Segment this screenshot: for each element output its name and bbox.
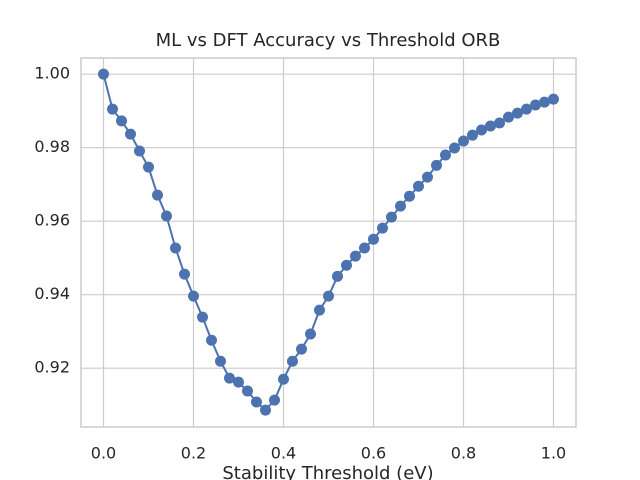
data-point [494, 117, 505, 129]
chart-title: ML vs DFT Accuracy vs Threshold ORB [156, 30, 501, 51]
data-point [341, 259, 352, 271]
x-tick-label: 0.4 [271, 444, 296, 463]
data-point [314, 304, 325, 316]
data-point [449, 142, 460, 154]
data-point [242, 385, 253, 397]
data-point [305, 328, 316, 340]
data-point [260, 404, 271, 416]
y-tick-label: 0.94 [34, 284, 70, 303]
data-point [422, 171, 433, 183]
data-point [215, 355, 226, 367]
data-point [539, 96, 550, 108]
data-point [161, 210, 172, 222]
data-point [323, 290, 334, 302]
data-point [413, 180, 424, 192]
data-point [485, 120, 496, 132]
data-point [431, 159, 442, 171]
data-point [368, 233, 379, 245]
x-tick-label: 1.0 [541, 444, 566, 463]
data-point [134, 145, 145, 157]
data-point [548, 93, 559, 105]
data-point [395, 200, 406, 212]
data-point [476, 124, 487, 136]
data-point [467, 129, 478, 141]
data-point [125, 128, 136, 140]
data-point [377, 222, 388, 234]
data-point [233, 376, 244, 388]
data-point [206, 334, 217, 346]
data-point [143, 161, 154, 173]
data-point [188, 290, 199, 302]
y-tick-label: 0.92 [34, 358, 70, 377]
data-point [278, 373, 289, 385]
data-point [386, 211, 397, 223]
data-point [404, 190, 415, 202]
y-tick-label: 0.96 [34, 211, 70, 230]
data-point [512, 107, 523, 119]
data-point [251, 396, 262, 408]
y-tick-label: 0.98 [34, 137, 70, 156]
x-tick-label: 0.2 [181, 444, 206, 463]
data-point [287, 355, 298, 367]
data-point [152, 189, 163, 201]
data-point [350, 250, 361, 262]
data-point [359, 242, 370, 254]
y-tick-label: 1.00 [34, 64, 70, 83]
x-axis-label: Stability Threshold (eV) [222, 463, 433, 480]
data-point [269, 394, 280, 406]
data-point [116, 115, 127, 127]
x-tick-label: 0.6 [361, 444, 386, 463]
x-tick-label: 0.0 [91, 444, 116, 463]
data-point [179, 268, 190, 280]
data-point [458, 135, 469, 147]
data-point [107, 103, 118, 115]
x-tick-label: 0.8 [451, 444, 476, 463]
data-point [170, 242, 181, 254]
data-point [197, 311, 208, 323]
data-point [224, 372, 235, 384]
plot-frame [80, 57, 577, 428]
data-point [440, 149, 451, 161]
data-point [521, 103, 532, 115]
data-point [296, 343, 307, 355]
data-point [530, 99, 541, 111]
data-point [332, 270, 343, 282]
data-point [503, 111, 514, 123]
data-point [98, 68, 109, 80]
